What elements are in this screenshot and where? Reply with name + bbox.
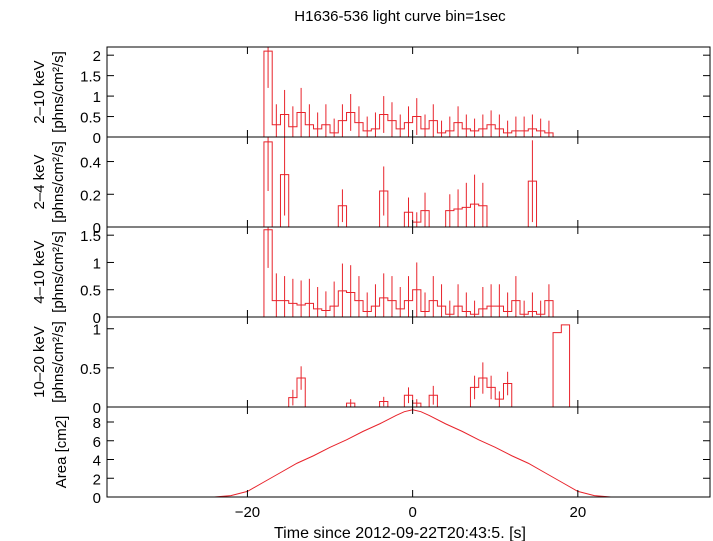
y-tick-label: 1.5 [80, 228, 101, 245]
y-axis-label: [phns/cm²/s] [50, 51, 67, 133]
y-axis-label: 2–10 keV [31, 60, 48, 123]
y-axis-label: 10–20 keV [31, 326, 48, 398]
y-axis-label: 4–10 keV [31, 240, 48, 303]
effective-area-line [107, 409, 710, 498]
panel-5: 0 24 6 8 −20 0 20 Area [cm2] [53, 406, 711, 521]
panel-frame [106, 406, 711, 498]
y-tick-label: 0.2 [80, 187, 101, 204]
y-tick-label: 8 [93, 415, 101, 432]
y-tick-label: 1 [93, 255, 101, 272]
y-tick-label: 0.5 [80, 283, 101, 300]
y-tick-label: 1 [93, 322, 101, 339]
panel-4: 0 0.5 1 10–20 keV [phns/cm²/s] [31, 316, 711, 417]
y-tick-label: 0 [93, 310, 101, 327]
y-axis-label: 2–4 keV [31, 154, 48, 209]
y-axis-label: [phns/cm²/s] [50, 321, 67, 403]
y-tick-label: 4 [93, 453, 101, 470]
y-axis-label: Area [cm2] [53, 416, 70, 489]
figure-title: H1636-536 light curve bin=1sec [294, 8, 506, 25]
y-tick-label: 0 [93, 490, 101, 507]
y-tick-label: 0.5 [80, 110, 101, 127]
x-tick-label: 0 [408, 504, 416, 521]
y-tick-label: 2 [93, 48, 101, 65]
y-tick-label: 0.4 [80, 155, 101, 172]
panels: 00.511.522–10 keV [phns/cm²/s]00.20.42–4 … [31, 46, 711, 521]
x-axis-label: Time since 2012-09-22T20:43:5. [s] [274, 525, 526, 541]
panel-1-histogram [107, 50, 710, 138]
panel-2: 0 0.2 0.4 2–4 keV [phns/cm²/s] [31, 136, 711, 237]
x-tick-label: −20 [235, 504, 260, 521]
x-tick-label: 20 [569, 504, 586, 521]
y-tick-label: 1 [93, 89, 101, 106]
y-tick-label: 6 [93, 434, 101, 451]
panel-3: 0 0.5 1 1.5 4–10 keV [phns/cm²/s] [31, 226, 711, 327]
y-tick-label: 0.5 [80, 361, 101, 378]
y-tick-label: 2 [93, 471, 101, 488]
panel-1: 0 0.5 1 1.5 2 2–10 keV [phns/cm²/s] [31, 46, 711, 147]
y-tick-label: 0 [93, 400, 101, 417]
y-axis-label: [phns/cm²/s] [50, 141, 67, 223]
y-tick-label: 1.5 [80, 69, 101, 86]
y-tick-label: 0 [93, 220, 101, 237]
y-axis-label: [phns/cm²/s] [50, 231, 67, 313]
y-tick-label: 0 [93, 130, 101, 147]
